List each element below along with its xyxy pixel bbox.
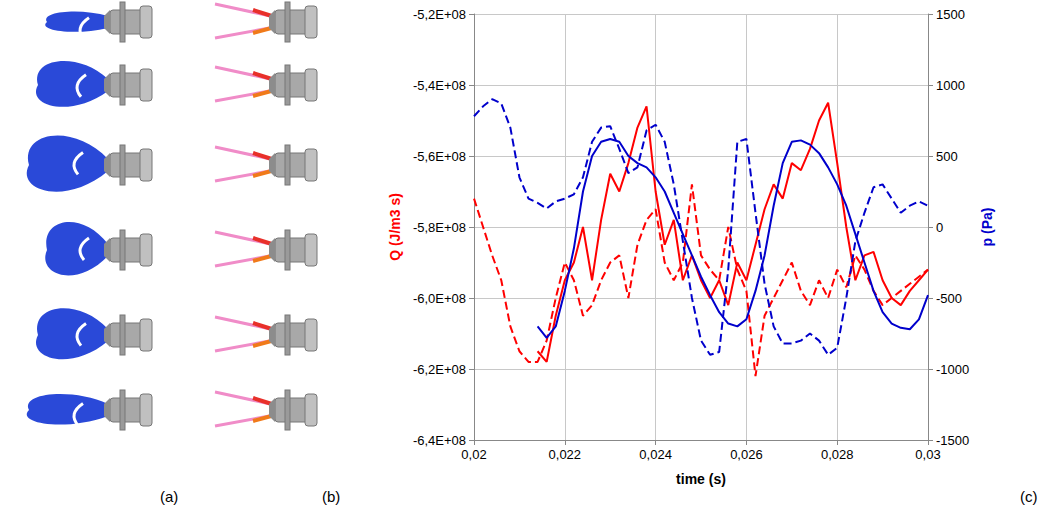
- svg-text:-5,6E+08: -5,6E+08: [413, 149, 466, 164]
- svg-text:0,026: 0,026: [730, 447, 763, 462]
- svg-text:0: 0: [936, 220, 943, 235]
- svg-text:0,02: 0,02: [461, 447, 486, 462]
- svg-text:-6,0E+08: -6,0E+08: [413, 291, 466, 306]
- svg-text:time (s): time (s): [676, 471, 726, 487]
- svg-text:-5,4E+08: -5,4E+08: [413, 78, 466, 93]
- svg-text:-5,2E+08: -5,2E+08: [413, 7, 466, 22]
- html-text:(c): (c): [1020, 488, 1038, 505]
- html-text:(a): (a): [160, 488, 179, 505]
- svg-text:500: 500: [936, 149, 958, 164]
- svg-text:Q (J/m3 s): Q (J/m3 s): [387, 193, 403, 261]
- svg-text:1000: 1000: [936, 78, 965, 93]
- svg-text:-1500: -1500: [936, 433, 969, 448]
- svg-text:0,024: 0,024: [639, 447, 672, 462]
- svg-text:-5,8E+08: -5,8E+08: [413, 220, 466, 235]
- svg-text:-500: -500: [936, 291, 962, 306]
- svg-text:-1000: -1000: [936, 362, 969, 377]
- html-text:(b): (b): [322, 488, 341, 505]
- svg-text:0,03: 0,03: [915, 447, 940, 462]
- svg-text:p (Pa): p (Pa): [979, 208, 995, 247]
- svg-text:1500: 1500: [936, 7, 965, 22]
- svg-text:0,022: 0,022: [549, 447, 582, 462]
- svg-text:-6,4E+08: -6,4E+08: [413, 433, 466, 448]
- svg-text:0,028: 0,028: [821, 447, 854, 462]
- svg-text:-6,2E+08: -6,2E+08: [413, 362, 466, 377]
